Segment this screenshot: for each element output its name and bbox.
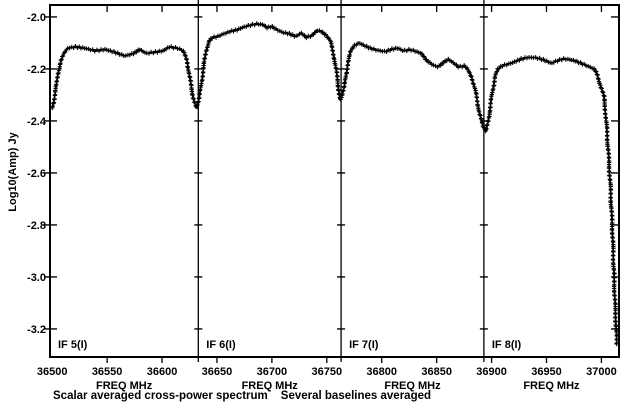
x-tick-label: 36950 [531, 366, 562, 378]
panel-separator-ticks [194, 16, 488, 330]
x-axis-title: FREQ MHz [384, 380, 441, 392]
x-tick-label: 36750 [312, 366, 343, 378]
plot-frame [49, 4, 620, 358]
panel-label: IF 8(I) [492, 339, 522, 351]
panel-label: IF 7(I) [349, 339, 379, 351]
x-axis-title: FREQ MHz [242, 380, 299, 392]
x-tick-label: 36700 [257, 366, 288, 378]
spectrum-plus-markers [50, 21, 620, 347]
x-tick-label: 36650 [202, 366, 233, 378]
caption-baselines: Several baselines averaged [280, 390, 432, 402]
axis-tick-marks [44, 5, 619, 363]
panel-label: IF 6(I) [206, 339, 236, 351]
y-axis-title: Log10(Amp) Jy [7, 132, 19, 212]
panel-label: IF 5(I) [58, 339, 88, 351]
x-axis-title: FREQ MHz [523, 380, 580, 392]
y-tick-label: -3.0 [27, 272, 46, 284]
x-tick-label: 37000 [586, 366, 617, 378]
y-tick-label: -2.8 [27, 220, 46, 232]
y-tick-label: -3.2 [27, 324, 46, 336]
x-axis-title: FREQ MHz [96, 380, 153, 392]
y-tick-label: -2.6 [27, 168, 46, 180]
panel-separator-lines [197, 0, 485, 362]
y-tick-label: -2.4 [27, 116, 47, 128]
caption-row: Scalar averaged cross-power spectrum Sev… [53, 390, 431, 402]
x-tick-label: 36550 [92, 366, 123, 378]
y-tick-label: -2.0 [27, 12, 46, 24]
x-tick-label: 36600 [147, 366, 178, 378]
x-tick-label: 36800 [366, 366, 397, 378]
caption-spectrum-type: Scalar averaged cross-power spectrum [53, 390, 268, 402]
x-tick-label: 36500 [37, 366, 68, 378]
x-tick-label: 36850 [421, 366, 452, 378]
y-tick-label: -2.2 [27, 64, 46, 76]
x-tick-label: 36900 [476, 366, 507, 378]
